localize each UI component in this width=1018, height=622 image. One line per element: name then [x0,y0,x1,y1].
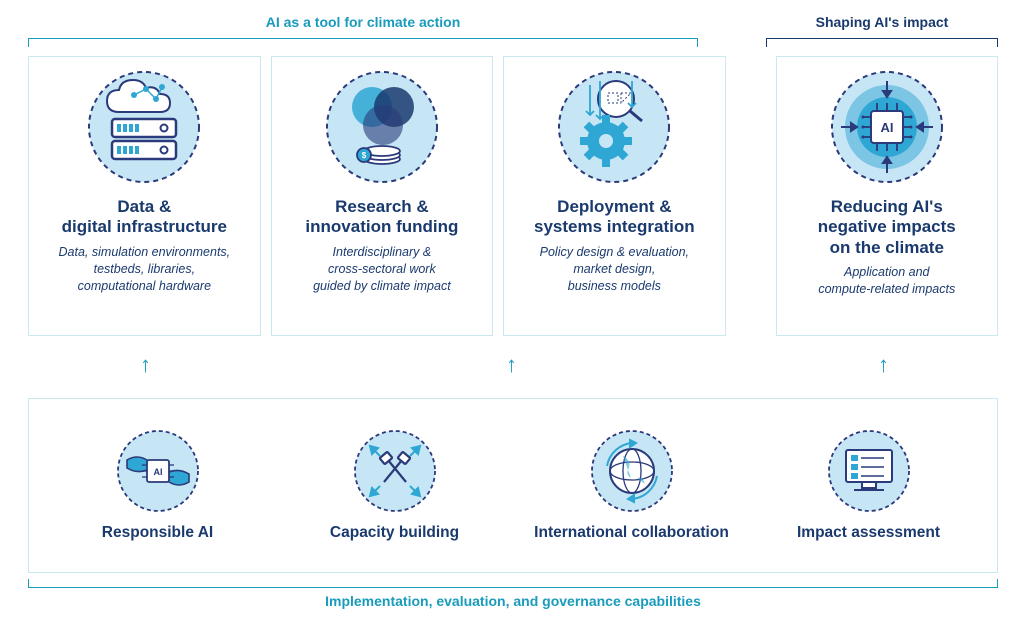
section-label-tool: AI as a tool for climate action [28,14,698,30]
svg-text:AI: AI [153,467,162,477]
bracket-bottom [28,580,998,588]
bottom-title: Impact assessment [797,524,940,542]
bracket-tool [28,38,698,46]
hammers-icon [350,426,440,516]
card-subtitle: Interdisciplinary &cross-sectoral workgu… [313,244,451,295]
section-label-bottom: Implementation, evaluation, and governan… [28,593,998,609]
bottom-title: Responsible AI [102,524,213,542]
card-impact: Impact assessment [750,426,987,542]
card-title: Data &digital infrastructure [62,197,227,238]
card-reducing: AI Reducing AI'snegative impactson the c… [776,56,998,336]
monitor-icon [824,426,914,516]
card-subtitle: Data, simulation environments,testbeds, … [59,244,231,295]
bottom-row: AI Responsible AI [28,398,998,573]
spacer [736,56,766,336]
globe-icon [587,426,677,516]
svg-text:$: $ [362,151,367,160]
card-deployment: Deployment &systems integration Policy d… [503,56,725,336]
card-subtitle: Policy design & evaluation,market design… [540,244,689,295]
arrow-up-icon: ↑ [506,352,517,378]
arrow-up-icon: ↑ [140,352,151,378]
servers-icon [84,67,204,187]
card-title: Deployment &systems integration [534,197,695,238]
bottom-title: International collaboration [534,524,729,542]
svg-text:AI: AI [880,120,893,135]
top-row: Data &digital infrastructure Data, simul… [28,56,998,336]
card-title: Reducing AI'snegative impactson the clim… [818,197,956,258]
card-research: $ Research &innovation funding Interdisc… [271,56,493,336]
card-intl: International collaboration [513,426,750,542]
hands-chip-icon: AI [113,426,203,516]
gear-icon [554,67,674,187]
card-data-infra: Data &digital infrastructure Data, simul… [28,56,261,336]
bottom-title: Capacity building [330,524,459,542]
card-responsible: AI Responsible AI [39,426,276,542]
bracket-shaping [766,38,998,46]
card-capacity: Capacity building [276,426,513,542]
section-label-shaping: Shaping AI's impact [766,14,998,30]
card-title: Research &innovation funding [305,197,458,238]
card-subtitle: Application andcompute-related impacts [818,264,955,298]
chip-icon: AI [827,67,947,187]
venn-icon: $ [322,67,442,187]
arrow-up-icon: ↑ [878,352,889,378]
